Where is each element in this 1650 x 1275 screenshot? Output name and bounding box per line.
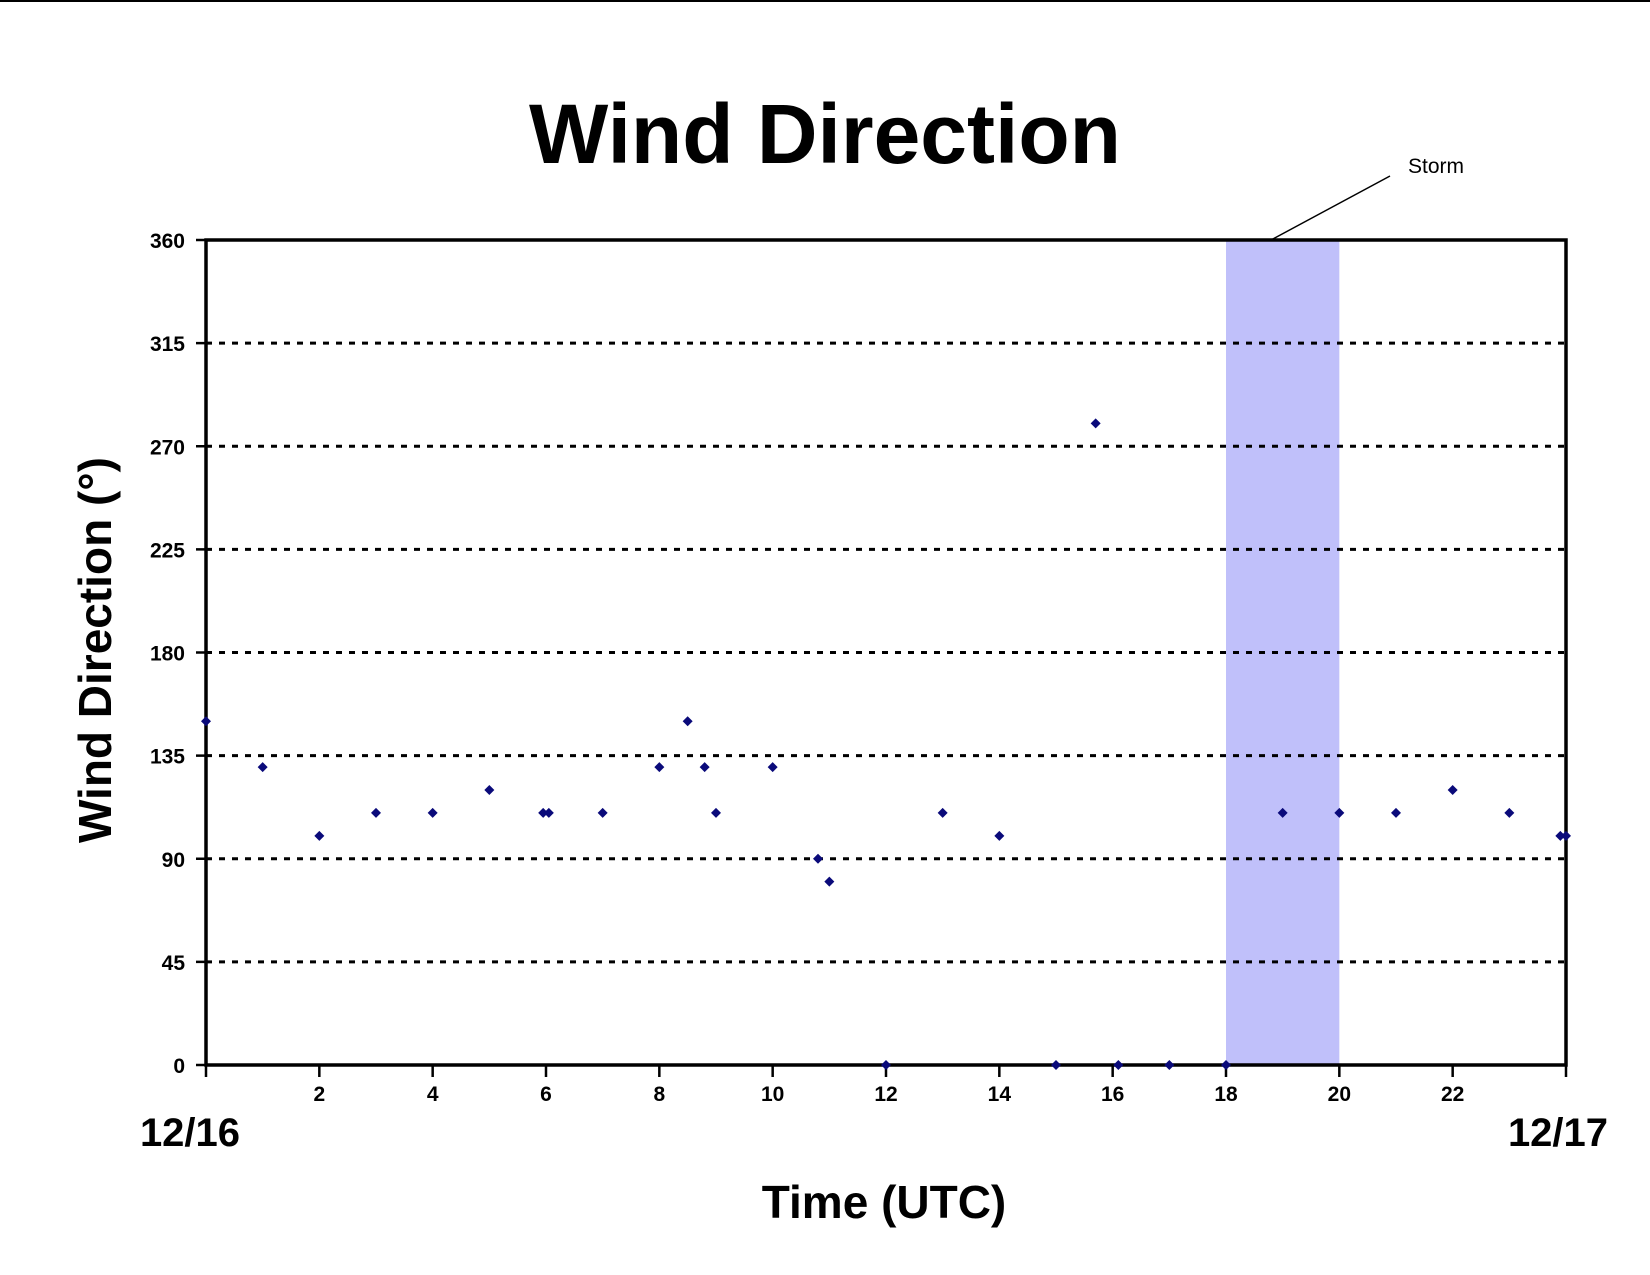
- data-point-13: [767, 762, 778, 773]
- end-date-label: 12/17: [1508, 1111, 1608, 1155]
- data-point-18: [994, 830, 1005, 841]
- y-tick-label-45: 45: [162, 952, 186, 975]
- gridlines-layer: [206, 341, 1566, 964]
- data-point-5: [484, 785, 495, 795]
- data-point-12: [711, 807, 721, 818]
- data-point-27: [1447, 785, 1458, 795]
- x-tick-label-10: 10: [761, 1083, 784, 1106]
- data-point-16: [881, 1060, 891, 1070]
- data-point-23: [1221, 1060, 1231, 1070]
- data-point-26: [1391, 807, 1401, 818]
- data-point-7: [543, 807, 554, 818]
- x-tick-label-20: 20: [1328, 1083, 1351, 1106]
- chart-title: Wind Direction: [529, 87, 1121, 181]
- data-point-1: [257, 762, 268, 773]
- data-point-4: [427, 807, 438, 818]
- x-tick-label-6: 6: [540, 1083, 552, 1106]
- data-point-22: [1164, 1060, 1175, 1070]
- y-axis-title: Wind Direction (°): [69, 457, 121, 843]
- data-point-24: [1277, 807, 1288, 818]
- storm-annotation-label: Storm: [1408, 155, 1464, 178]
- y-tick-label-0: 0: [173, 1055, 185, 1078]
- storm-band-layer: [1226, 175, 1391, 1065]
- x-tick-label-12: 12: [874, 1083, 897, 1106]
- x-tick-label-8: 8: [653, 1083, 665, 1106]
- y-tick-label-180: 180: [150, 643, 185, 666]
- storm-leader-line: [1270, 175, 1391, 241]
- data-point-29: [1555, 830, 1566, 841]
- data-point-25: [1334, 807, 1345, 818]
- x-tick-label-18: 18: [1214, 1083, 1238, 1106]
- data-point-10: [682, 716, 693, 727]
- data-point-15: [824, 876, 835, 887]
- data-point-3: [371, 807, 381, 818]
- data-point-30: [1561, 830, 1571, 841]
- data-point-20: [1090, 418, 1101, 429]
- x-tick-label-14: 14: [988, 1083, 1012, 1106]
- data-point-2: [314, 830, 325, 841]
- points-layer: [201, 418, 1571, 1070]
- data-point-11: [699, 762, 710, 773]
- data-point-17: [937, 807, 948, 818]
- x-tick-label-16: 16: [1101, 1083, 1124, 1106]
- data-point-28: [1504, 807, 1515, 818]
- x-axis-title: Time (UTC): [762, 1176, 1007, 1228]
- start-date-label: 12/16: [140, 1111, 240, 1155]
- data-point-9: [654, 762, 665, 773]
- data-point-6: [538, 807, 549, 818]
- x-tick-label-2: 2: [313, 1083, 325, 1106]
- storm-band: [1226, 240, 1340, 1065]
- axes-layer: 0 45 90 135 180 225 270 315 360 2 4 6 8 10 12 14 16 18 20 2…: [150, 230, 1568, 1106]
- y-tick-label-225: 225: [150, 539, 185, 562]
- y-tick-label-270: 270: [150, 436, 185, 459]
- x-tick-label-4: 4: [427, 1083, 439, 1106]
- data-point-0: [201, 716, 211, 727]
- y-tick-label-135: 135: [150, 746, 185, 769]
- data-point-8: [597, 807, 608, 818]
- y-tick-label-360: 360: [150, 230, 185, 253]
- data-point-21: [1113, 1060, 1124, 1070]
- data-point-19: [1051, 1060, 1061, 1070]
- x-tick-label-22: 22: [1441, 1083, 1464, 1106]
- data-point-14: [813, 853, 823, 864]
- y-tick-label-315: 315: [150, 333, 185, 356]
- top-border-line: [0, 0, 1650, 2]
- y-tick-label-90: 90: [162, 849, 185, 872]
